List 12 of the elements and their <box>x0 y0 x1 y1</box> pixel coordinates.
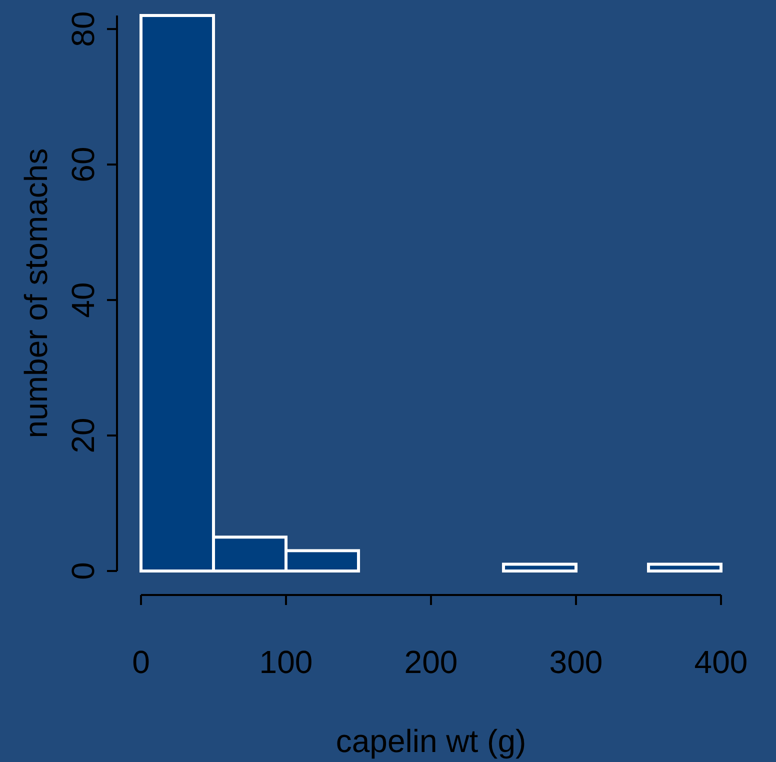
y-tick-label: 0 <box>65 562 101 580</box>
x-tick-label: 200 <box>404 644 458 680</box>
y-tick-label: 40 <box>65 282 101 318</box>
x-axis-title: capelin wt (g) <box>336 723 526 759</box>
x-tick-label: 400 <box>694 644 748 680</box>
y-tick-label: 20 <box>65 418 101 454</box>
x-tick-label: 100 <box>259 644 313 680</box>
y-axis-title: number of stomachs <box>18 148 54 438</box>
x-tick-label: 300 <box>549 644 603 680</box>
y-tick-label: 80 <box>65 11 101 47</box>
y-tick-label: 60 <box>65 146 101 182</box>
x-tick-label: 0 <box>132 644 150 680</box>
